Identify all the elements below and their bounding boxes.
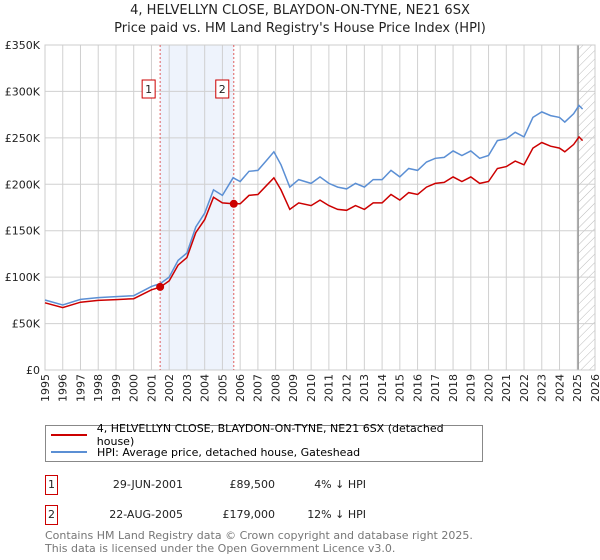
x-tick-label: 2012	[340, 374, 353, 402]
legend-label: HPI: Average price, detached house, Gate…	[97, 445, 361, 459]
sale-label: 2	[219, 83, 226, 96]
transaction-price: £89,500	[229, 478, 276, 491]
footer-copyright: Contains HM Land Registry data © Crown c…	[45, 529, 473, 542]
transaction-row: 2 22-AUG-2005 £179,000 12% ↓ HPI	[45, 505, 445, 525]
x-tick-label: 2018	[447, 374, 460, 402]
transaction-hpi: 4% ↓ HPI	[314, 478, 366, 491]
transaction-hpi: 12% ↓ HPI	[307, 508, 366, 521]
price-chart: 1995 1996 1997 1998 1999 2000 2001 2002 2003 2004…	[5, 39, 600, 402]
legend: 4, HELVELLYN CLOSE, BLAYDON-ON-TYNE, NE2…	[45, 422, 483, 462]
x-tick-label: 1997	[74, 374, 87, 402]
hpi-line	[44, 104, 584, 306]
sale-label: 1	[145, 83, 152, 96]
y-tick-label: £100K	[5, 271, 41, 284]
x-tick-label: 2005	[216, 374, 229, 402]
x-tick-label: 2006	[234, 374, 247, 402]
x-tick-label: 2013	[358, 374, 371, 402]
x-tick-label: 2014	[376, 374, 389, 402]
x-tick-label: 2003	[181, 374, 194, 402]
sale-period-shading	[160, 45, 234, 370]
transaction-marker: 1	[45, 475, 58, 495]
x-tick-label: 2002	[163, 374, 176, 402]
x-tick-label: 1996	[57, 374, 70, 402]
sale-label-box	[215, 79, 230, 99]
x-tick-label: 2009	[287, 374, 300, 402]
chart-subtitle: Price paid vs. HM Land Registry's House …	[114, 21, 486, 36]
transaction-marker: 2	[45, 505, 58, 525]
x-tick-label: 2019	[465, 374, 478, 402]
x-tick-label: 2020	[482, 374, 495, 402]
footer-licence: This data is licensed under the Open Gov…	[45, 542, 396, 555]
x-tick-label: 2000	[128, 374, 141, 402]
sale-point	[229, 199, 238, 208]
plot-frame	[44, 44, 596, 371]
x-tick-label: 2011	[323, 374, 336, 402]
y-tick-label: £0	[26, 364, 40, 377]
x-tick-label: 2015	[394, 374, 407, 402]
y-tick-label: £250K	[5, 132, 41, 145]
transaction-date: 29-JUN-2001	[112, 478, 183, 491]
legend-label: 4, HELVELLYN CLOSE, BLAYDON-ON-TYNE, NE2…	[96, 422, 444, 448]
x-tick-label: 2007	[252, 374, 265, 402]
x-tick-label: 2022	[518, 374, 531, 402]
x-tick-label: 2010	[305, 374, 318, 402]
x-tick-label: 2026	[589, 374, 600, 402]
x-tick-label: 2016	[411, 374, 424, 402]
x-tick-label: 1998	[92, 374, 105, 402]
transaction-price: £179,000	[222, 508, 276, 521]
y-tick-label: £350K	[5, 39, 41, 52]
transaction-date: 22-AUG-2005	[109, 508, 183, 521]
y-tick-label: £50K	[12, 318, 41, 331]
property-price-line	[44, 135, 584, 309]
x-tick-label: 2021	[500, 374, 513, 402]
x-tick-label: 1995	[39, 374, 52, 402]
sale-label-box	[141, 79, 156, 99]
x-tick-label: 2017	[429, 374, 442, 402]
hatched-region	[578, 45, 595, 370]
x-tick-label: 2023	[536, 374, 549, 402]
legend-item-hpi: HPI: Average price, detached house, Gate…	[51, 444, 360, 460]
x-tick-label: 1999	[110, 374, 123, 402]
chart-title: 4, HELVELLYN CLOSE, BLAYDON-ON-TYNE, NE2…	[130, 3, 470, 18]
y-tick-label: £300K	[5, 85, 41, 98]
x-tick-label: 2008	[269, 374, 282, 402]
transaction-row: 1 29-JUN-2001 £89,500 4% ↓ HPI	[45, 475, 445, 495]
x-tick-label: 2024	[553, 374, 566, 402]
red-line-swatch	[51, 434, 87, 436]
blue-line-swatch	[51, 451, 87, 453]
x-tick-label: 2004	[199, 374, 212, 402]
y-tick-label: £200K	[5, 178, 41, 191]
sale-point	[156, 282, 165, 291]
legend-item-property: 4, HELVELLYN CLOSE, BLAYDON-ON-TYNE, NE2…	[51, 422, 482, 448]
x-tick-label: 2025	[571, 374, 584, 402]
y-tick-label: £150K	[5, 225, 41, 238]
x-tick-label: 2001	[145, 374, 158, 402]
